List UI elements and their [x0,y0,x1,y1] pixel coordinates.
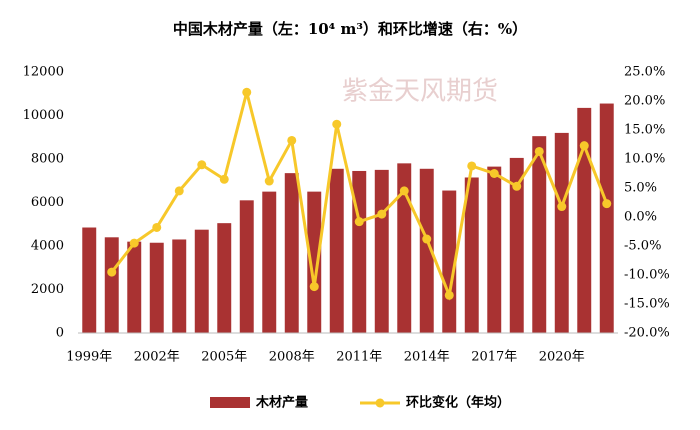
y2-tick-label: 10.0% [624,152,665,167]
line-point [377,209,387,219]
y-tick-label: 8000 [31,152,64,167]
legend-swatch [210,397,250,408]
bar [172,239,187,333]
bar [599,103,614,333]
line-point [152,222,162,232]
line-point [422,234,432,244]
line-point [534,146,544,156]
line-point [129,238,139,248]
y2-tick-label: -10.0% [624,268,670,283]
bar [262,191,277,333]
line-point [467,161,477,171]
y2-tick-label: 5.0% [624,181,657,196]
y2-tick-label: 20.0% [624,94,665,109]
x-tick-label: 2017年 [471,350,517,365]
bar [419,168,434,333]
bar [217,223,232,333]
bar [554,132,569,333]
y-tick-label: 12000 [23,65,64,80]
bar [532,136,547,333]
bar [487,166,502,333]
bar [194,229,209,333]
chart-title: 中国木材产量（左：10⁴ m³）和环比增速（右：%） [173,20,527,38]
bar [149,242,164,333]
line-point [197,160,207,170]
line-point [557,202,567,212]
x-tick-label: 2011年 [336,350,382,365]
bar [374,169,389,333]
legend-label: 环比变化（年均） [406,395,510,411]
y2-tick-label: -15.0% [624,297,670,312]
y2-tick-label: -20.0% [624,326,670,341]
line-point [309,282,319,292]
y-tick-label: 2000 [31,282,64,297]
legend-label: 木材产量 [255,395,308,411]
bar [239,200,254,333]
line-point [512,181,522,191]
x-tick-label: 2002年 [134,350,180,365]
line-point [242,87,252,97]
line-point [219,174,229,184]
x-tick-label: 2005年 [201,350,247,365]
line-point [107,267,117,277]
line-point [444,290,454,300]
line-point [174,186,184,196]
y2-tick-label: 15.0% [624,123,665,138]
bar [104,237,119,333]
bar [82,227,97,333]
bar [329,168,344,333]
bar [464,177,479,333]
y-tick-label: 6000 [31,195,64,210]
line-point [354,217,364,227]
y-tick-label: 0 [56,326,64,341]
x-tick-label: 2014年 [404,350,450,365]
y-tick-label: 10000 [23,108,64,123]
x-tick-label: 2020年 [539,350,585,365]
x-tick-label: 1999年 [66,350,112,365]
bar [397,163,412,333]
line-point [264,176,274,186]
legend-swatch [375,398,385,408]
bar [307,191,322,333]
x-tick-label: 2008年 [269,350,315,365]
y2-tick-label: -5.0% [624,239,661,254]
y2-tick-label: 0.0% [624,210,657,225]
line-point [579,141,589,151]
line-point [399,186,409,196]
bar [284,173,299,333]
line-point [332,119,342,129]
line-point [602,199,612,209]
bar [509,157,524,333]
watermark: 紫金天风期货 [342,77,498,107]
bar [127,241,142,333]
y2-tick-label: 25.0% [624,65,665,80]
y-tick-label: 4000 [31,239,64,254]
line-point [489,169,499,178]
bar [577,107,592,333]
line-point [287,135,297,145]
